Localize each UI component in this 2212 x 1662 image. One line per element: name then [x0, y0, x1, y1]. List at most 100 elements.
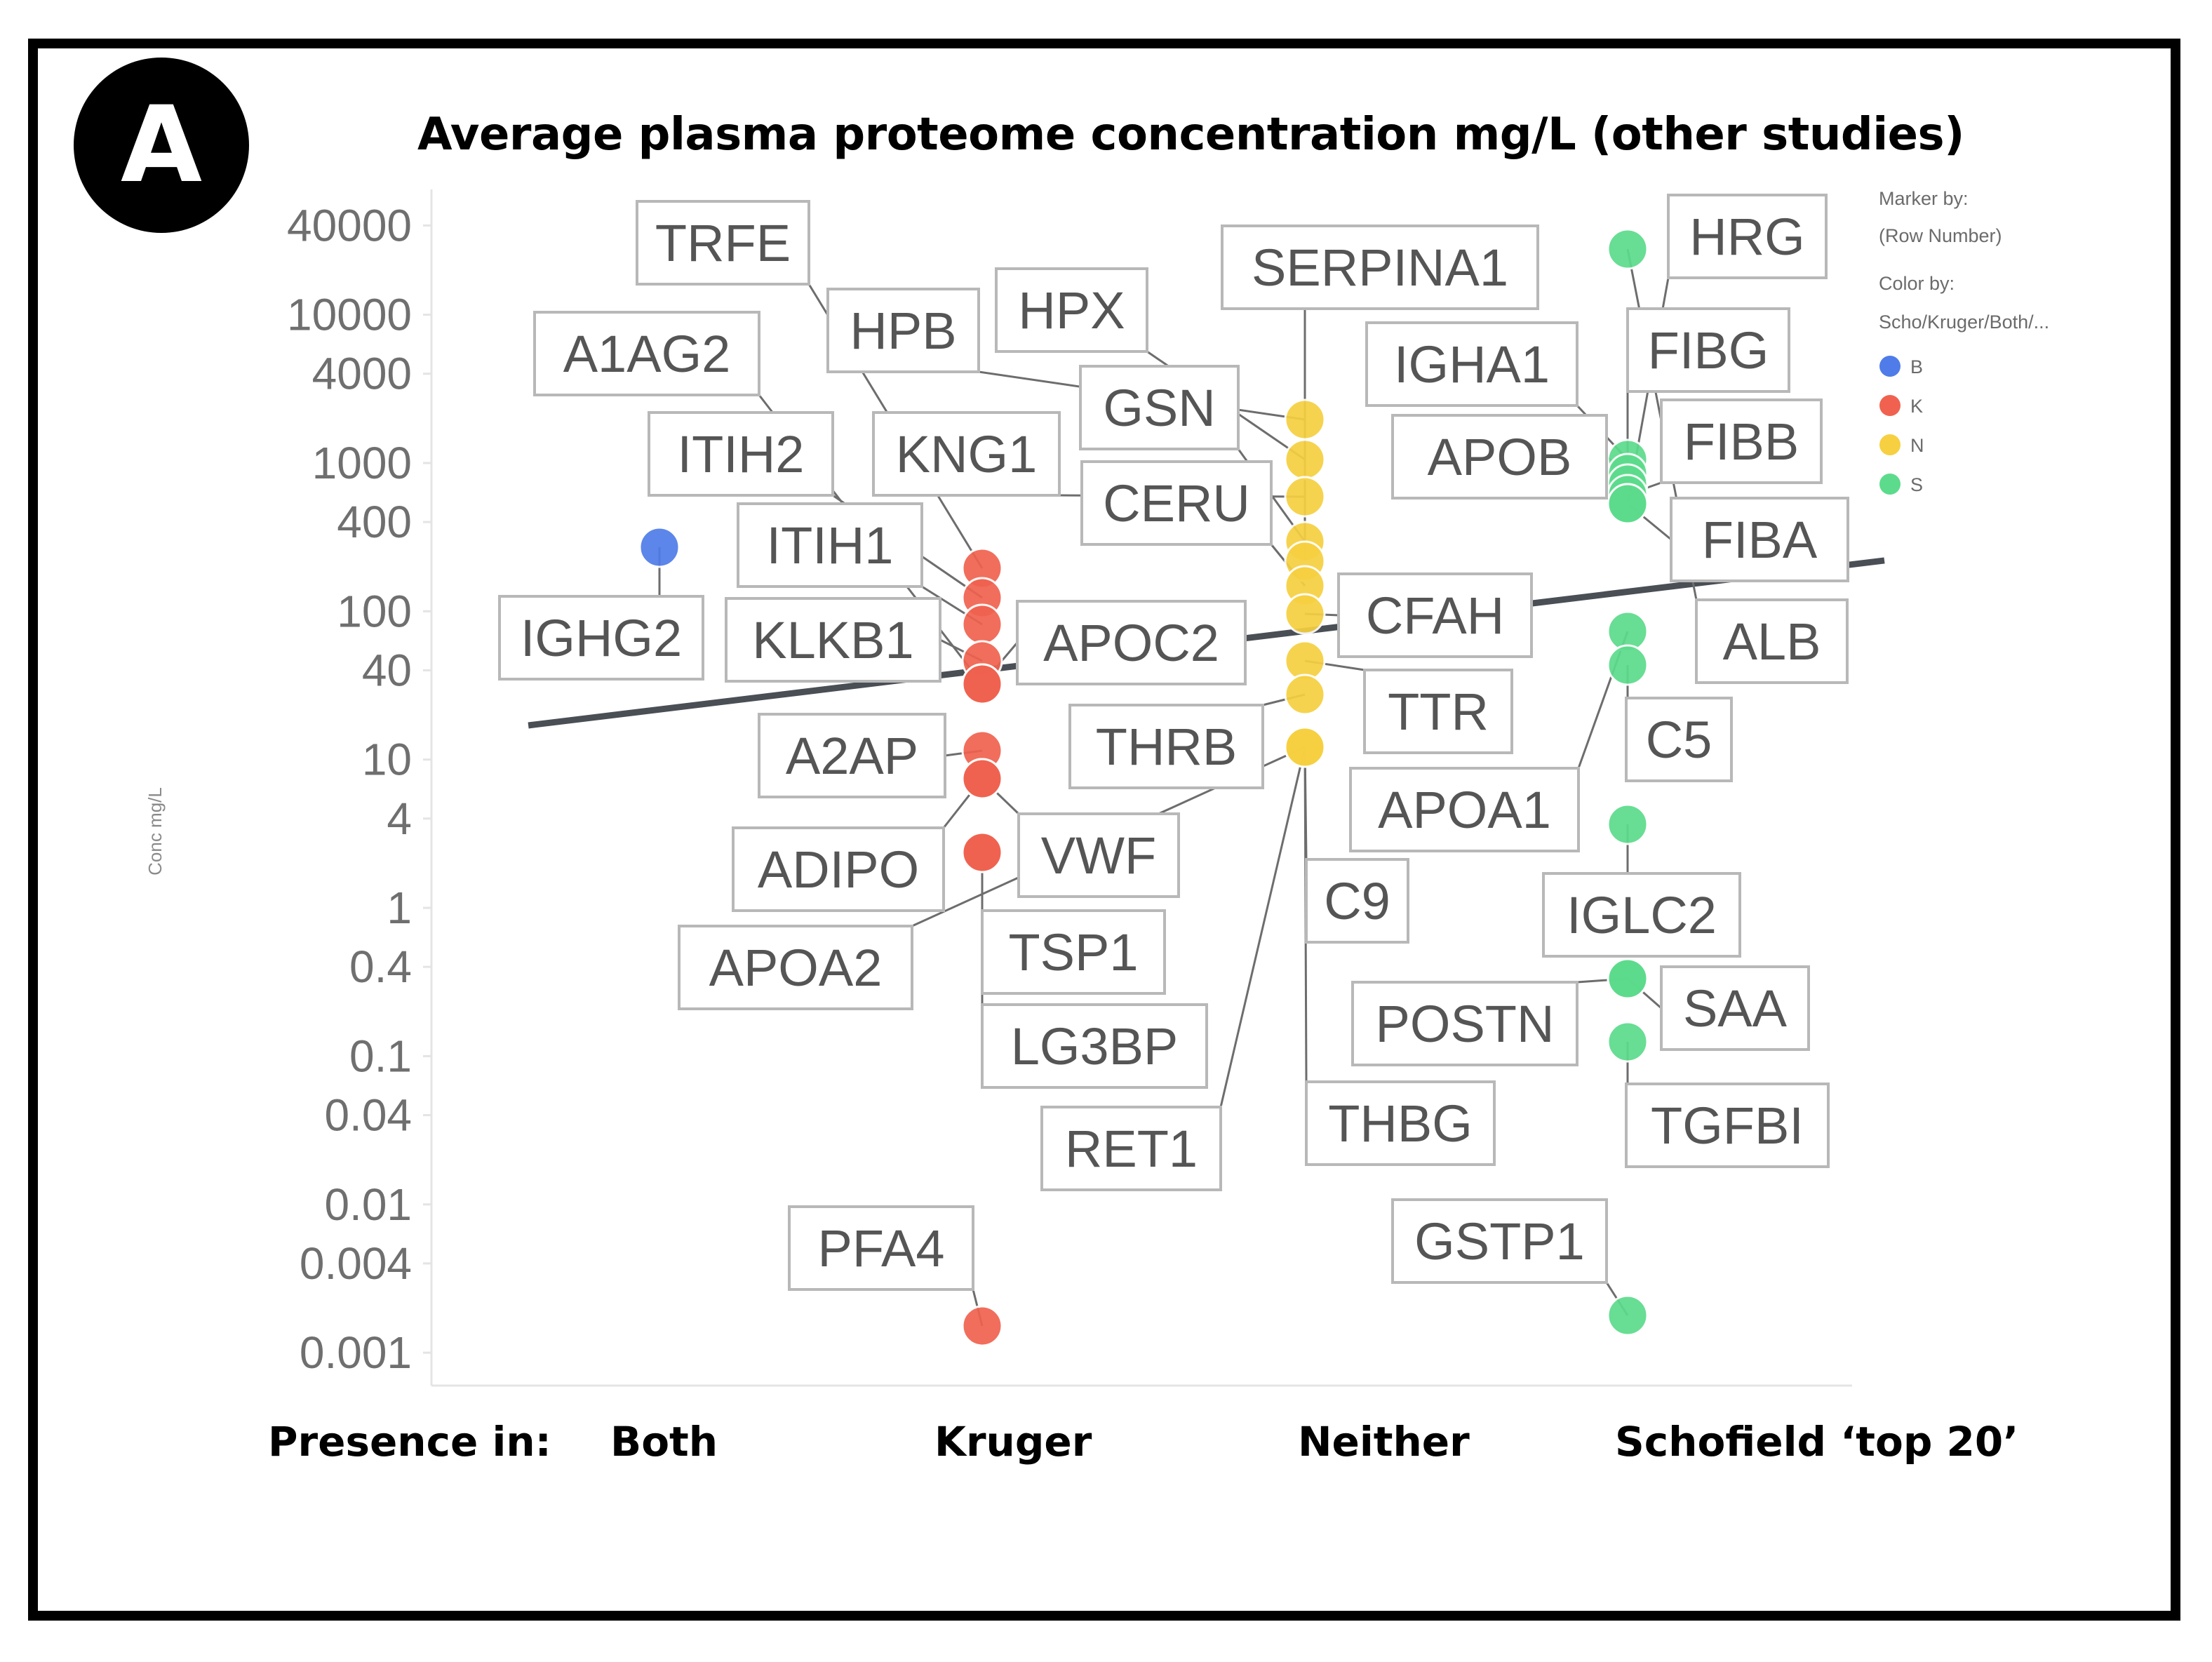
point-label: RET1	[1065, 1120, 1198, 1178]
point-label: POSTN	[1376, 995, 1555, 1053]
point-label: IGHG2	[521, 609, 682, 667]
y-tick-label: 10000	[287, 290, 412, 340]
point-label-box	[995, 267, 1148, 353]
point-label-box	[1667, 194, 1828, 279]
point-label: IGHA1	[1394, 335, 1550, 394]
point-label-box	[788, 1205, 974, 1291]
point-label: PFA4	[818, 1219, 945, 1278]
point-label-box	[725, 597, 941, 683]
y-tick-label: 10	[362, 735, 412, 785]
y-tick-label: 100	[337, 586, 412, 636]
point-label: CFAH	[1366, 587, 1504, 645]
y-tick-label: 0.1	[349, 1031, 412, 1081]
point-label-box	[1365, 321, 1578, 407]
point-label: IGLC2	[1567, 886, 1717, 944]
y-tick-label: 0.04	[324, 1090, 412, 1141]
legend-swatch	[1879, 356, 1901, 377]
point-label: HPB	[850, 302, 956, 360]
point-label: GSN	[1103, 379, 1215, 437]
point-label: FIBB	[1684, 413, 1799, 471]
point-label-box	[1363, 669, 1513, 754]
point-label-box	[1542, 872, 1741, 958]
x-category-label: Neither	[1298, 1418, 1470, 1466]
point-label-box	[758, 713, 946, 798]
point-label-box	[1695, 598, 1849, 684]
point-label: ITIH1	[767, 516, 894, 575]
y-tick-label: 0.4	[349, 941, 412, 992]
legend-marker-value: (Row Number)	[1879, 225, 2002, 246]
legend-swatch	[1879, 434, 1901, 455]
point-label-box	[1079, 365, 1240, 450]
point-label-box	[1349, 767, 1580, 852]
y-tick-label: 4	[387, 793, 412, 844]
point-label-box	[533, 311, 760, 396]
data-point	[1607, 803, 1649, 845]
x-category-label: Kruger	[934, 1418, 1092, 1466]
point-label: FIBA	[1702, 511, 1818, 569]
data-point	[961, 603, 1003, 645]
leader-line	[1219, 746, 1306, 1108]
data-point	[1284, 398, 1326, 441]
point-label-box	[1221, 224, 1539, 310]
legend-entry-label: B	[1910, 356, 1923, 377]
point-label: TGFBI	[1651, 1097, 1804, 1155]
panel-label-badge: A	[74, 58, 249, 233]
point-label-box	[1305, 1080, 1496, 1166]
point-label: C5	[1646, 711, 1712, 769]
point-label: TSP1	[1008, 923, 1138, 981]
data-point	[1284, 593, 1326, 635]
legend-entry-label: K	[1910, 396, 1923, 417]
point-label-box	[1337, 572, 1533, 658]
point-label-box	[1660, 398, 1823, 484]
legend-swatch	[1879, 474, 1901, 495]
point-label-box	[1625, 697, 1733, 782]
point-label-box	[1040, 1106, 1222, 1191]
point-label: KNG1	[896, 425, 1038, 483]
data-point	[1284, 673, 1326, 716]
point-label: VWF	[1041, 826, 1156, 885]
y-tick-label: 0.001	[300, 1327, 412, 1378]
data-point	[638, 526, 681, 568]
y-tick-label: 4000	[312, 349, 412, 399]
y-axis-label: Conc mg/L	[145, 787, 166, 876]
point-label: A1AG2	[563, 325, 731, 383]
legend-swatch	[1879, 395, 1901, 416]
data-point	[961, 758, 1003, 800]
point-label: HPX	[1018, 281, 1125, 340]
data-point	[1607, 958, 1649, 1000]
point-label: HRG	[1689, 208, 1804, 266]
chart-title: Average plasma proteome concentration mg…	[417, 109, 1964, 161]
point-label: FIBG	[1648, 321, 1769, 380]
point-label-box	[1017, 812, 1180, 898]
legend-color-title: Color by:	[1879, 273, 1955, 294]
data-point	[961, 831, 1003, 873]
point-label: SAA	[1683, 979, 1788, 1038]
x-category-label: Both	[610, 1418, 718, 1466]
point-label: TTR	[1388, 683, 1489, 741]
point-label: APOC2	[1043, 614, 1219, 672]
point-label: CERU	[1103, 474, 1250, 532]
point-label-box	[981, 909, 1166, 995]
y-tick-label: 0.01	[324, 1179, 412, 1230]
data-point	[1607, 1294, 1649, 1336]
y-tick-label: 0.004	[300, 1238, 412, 1289]
point-label-box	[826, 288, 980, 373]
legend-entry-label: S	[1910, 474, 1923, 495]
point-label: A2AP	[786, 727, 918, 785]
data-point	[1284, 726, 1326, 768]
data-point	[1607, 228, 1649, 270]
point-label: ADIPO	[758, 840, 919, 899]
point-label: THBG	[1328, 1094, 1473, 1153]
point-label-box	[1068, 704, 1264, 789]
point-label: APOA2	[709, 939, 883, 997]
point-label-box	[1391, 414, 1608, 500]
point-label-box	[872, 411, 1061, 497]
point-label-box	[1305, 858, 1409, 944]
data-point	[1607, 483, 1649, 525]
point-label-box	[1660, 965, 1810, 1051]
point-label-box	[1391, 1198, 1608, 1284]
point-label-box	[636, 200, 810, 286]
point-label-box	[1351, 981, 1578, 1066]
x-category-label: Schofield ‘top 20’	[1615, 1418, 2018, 1466]
